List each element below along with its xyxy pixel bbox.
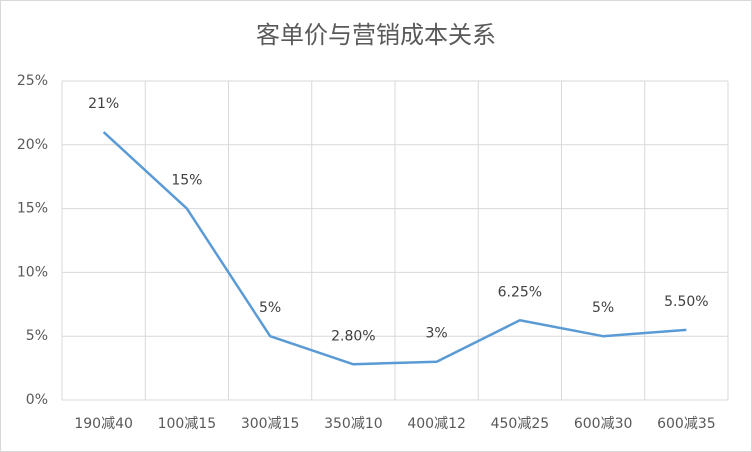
data-label: 15% (171, 173, 202, 189)
y-tick-label: 20% (17, 137, 48, 153)
data-label: 5.50% (664, 294, 708, 310)
y-tick-label: 0% (26, 392, 48, 408)
x-tick-label: 600减35 (657, 416, 716, 432)
y-tick-label: 25% (17, 73, 48, 89)
chart-title: 客单价与营销成本关系 (256, 21, 496, 49)
x-tick-label: 350减10 (324, 416, 383, 432)
line (102, 131, 687, 366)
x-tick-label: 100减15 (158, 416, 217, 432)
data-label: 2.80% (331, 328, 375, 344)
y-tick-label: 15% (17, 201, 48, 217)
y-tick-label: 10% (17, 264, 48, 280)
data-label: 21% (88, 96, 119, 112)
x-tick-label: 450减25 (491, 416, 550, 432)
y-tick-label: 5% (26, 328, 48, 344)
x-tick-label: 190减40 (74, 416, 133, 432)
x-tick-label: 300减15 (241, 416, 300, 432)
data-label: 6.25% (498, 284, 542, 300)
data-label: 3% (426, 326, 448, 342)
data-label: 5% (259, 300, 281, 316)
x-tick-label: 600减30 (574, 416, 633, 432)
x-tick-label: 400减12 (407, 416, 466, 432)
data-label: 5% (592, 300, 614, 316)
